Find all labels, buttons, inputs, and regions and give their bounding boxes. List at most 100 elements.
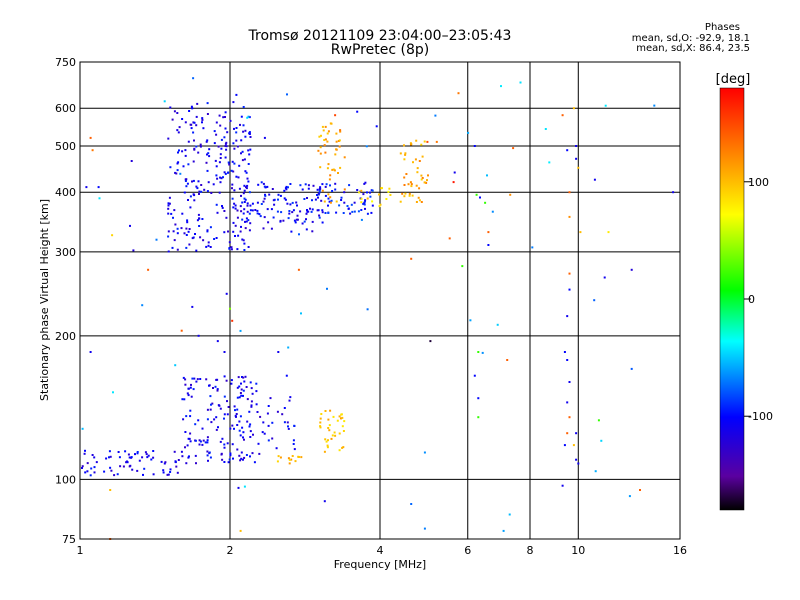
data-point — [201, 443, 204, 446]
data-point — [284, 187, 287, 190]
data-point — [213, 418, 216, 421]
data-point — [226, 442, 229, 445]
data-point — [407, 183, 410, 186]
data-point — [420, 174, 423, 177]
data-point — [240, 457, 243, 460]
data-point — [415, 184, 418, 187]
data-point — [241, 238, 244, 241]
data-point — [346, 205, 349, 207]
data-point — [187, 140, 190, 143]
data-point — [263, 197, 266, 200]
data-point — [218, 161, 221, 164]
data-point — [242, 239, 245, 242]
data-point — [426, 140, 429, 143]
data-point — [487, 244, 490, 246]
data-point — [207, 241, 210, 244]
data-point — [246, 116, 249, 119]
data-point — [241, 376, 243, 378]
data-point — [196, 187, 199, 190]
data-point — [477, 397, 480, 400]
data-point — [110, 469, 113, 472]
data-point — [242, 130, 245, 133]
data-point — [266, 208, 269, 211]
data-point — [245, 217, 248, 220]
data-point — [310, 210, 313, 213]
data-point — [353, 210, 356, 213]
data-point — [167, 137, 170, 140]
data-point — [353, 201, 356, 204]
data-point — [128, 456, 131, 459]
data-point — [330, 437, 333, 440]
data-point — [486, 174, 488, 177]
data-point — [243, 158, 246, 161]
data-point — [242, 394, 244, 397]
data-point — [306, 209, 308, 211]
data-point — [216, 177, 219, 180]
data-point — [215, 133, 218, 136]
data-point — [231, 319, 234, 322]
data-point — [188, 110, 191, 112]
data-point — [295, 218, 298, 221]
data-point — [356, 189, 359, 191]
data-point — [318, 189, 321, 192]
data-point — [423, 527, 426, 530]
data-point — [239, 529, 242, 532]
data-point — [289, 203, 292, 206]
data-point — [194, 454, 197, 457]
data-point — [242, 192, 245, 195]
data-point — [320, 413, 323, 415]
data-point — [477, 416, 480, 419]
data-point — [322, 129, 325, 132]
data-point — [200, 184, 203, 186]
data-point — [116, 473, 119, 476]
data-point — [224, 172, 227, 175]
data-point — [184, 149, 187, 152]
data-point — [234, 224, 237, 227]
data-point — [237, 376, 240, 379]
data-point — [364, 207, 366, 210]
data-point — [187, 230, 190, 233]
data-point — [251, 392, 254, 395]
data-point — [191, 180, 193, 183]
data-point — [403, 158, 406, 161]
data-point — [162, 469, 165, 472]
data-point — [215, 165, 218, 168]
data-point — [247, 149, 250, 152]
data-point — [219, 124, 222, 127]
data-point — [381, 187, 383, 190]
data-point — [317, 209, 320, 212]
data-point — [311, 199, 313, 202]
data-point — [248, 131, 251, 134]
data-point — [240, 225, 242, 228]
data-point — [189, 123, 192, 126]
data-point — [330, 122, 333, 125]
data-point — [379, 203, 382, 206]
data-point — [188, 228, 191, 230]
data-point — [216, 388, 219, 391]
data-point — [95, 461, 98, 464]
data-point — [108, 456, 110, 459]
data-point — [131, 468, 134, 471]
phase-stats-x: mean, sd,X: 86.4, 23.5 — [636, 43, 750, 54]
data-point — [185, 185, 188, 188]
data-point — [421, 155, 424, 158]
data-point — [217, 426, 219, 429]
data-point — [287, 217, 290, 220]
data-point — [166, 473, 169, 476]
data-point — [187, 163, 190, 166]
data-point — [250, 400, 253, 403]
data-point — [420, 201, 423, 203]
y-tick-label: 500 — [55, 140, 76, 153]
data-point — [81, 467, 83, 469]
data-point — [222, 176, 224, 179]
y-axis-ticks: 75 100 200 300 400 500 600 750 — [55, 56, 76, 546]
data-point — [473, 145, 476, 147]
data-point — [484, 201, 487, 204]
data-point — [227, 161, 230, 164]
data-point — [168, 202, 171, 205]
data-point — [232, 221, 235, 224]
data-point — [141, 304, 144, 307]
data-point — [244, 198, 247, 201]
data-point — [324, 138, 327, 141]
